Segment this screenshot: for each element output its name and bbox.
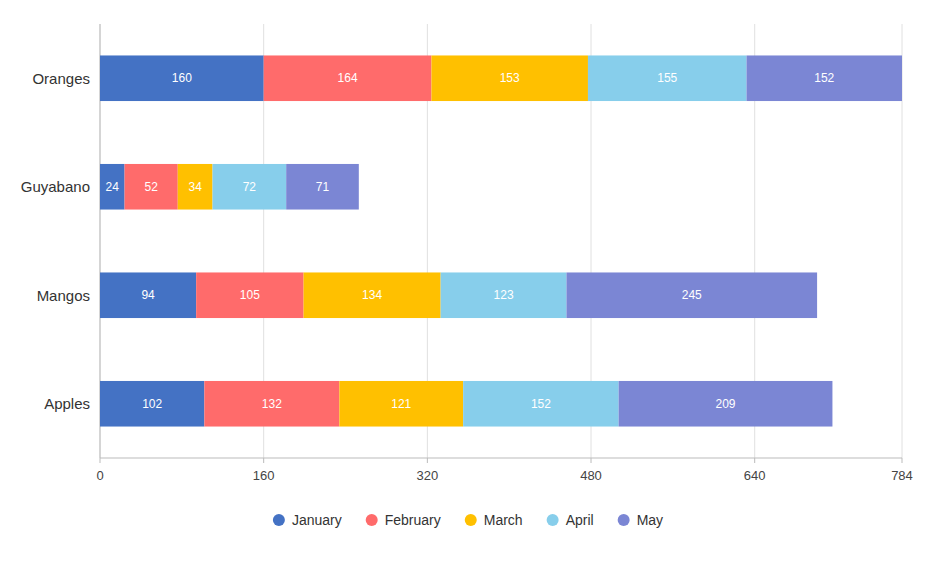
data-label: 105 xyxy=(240,288,260,302)
bars xyxy=(100,55,902,426)
category-label: Mangos xyxy=(37,287,90,304)
legend-item: April xyxy=(547,512,594,528)
category-label: Apples xyxy=(44,395,90,412)
legend-swatch xyxy=(465,514,477,526)
bar-segment xyxy=(100,272,196,318)
bar-segment xyxy=(619,381,833,427)
tick-label: 784 xyxy=(891,468,913,483)
bar-segment xyxy=(264,55,432,101)
data-label: 34 xyxy=(188,180,202,194)
category-label: Oranges xyxy=(32,70,90,87)
tick-label: 0 xyxy=(96,468,103,483)
data-label: 164 xyxy=(338,71,358,85)
legend-item: February xyxy=(366,512,441,528)
tick-label: 640 xyxy=(744,468,766,483)
data-label: 71 xyxy=(316,180,330,194)
data-label: 134 xyxy=(362,288,382,302)
legend-item: January xyxy=(273,512,342,528)
bar-segment xyxy=(566,272,817,318)
bar-segment xyxy=(588,55,747,101)
data-labels: 102 132 121 152 209 94 105 134 123 245 24 52 34 72 71 1… xyxy=(106,71,835,411)
bar-segment xyxy=(463,381,618,427)
data-label: 152 xyxy=(531,397,551,411)
tick-label: 480 xyxy=(580,468,602,483)
tick-mark xyxy=(427,458,428,463)
bar-segment xyxy=(178,164,213,210)
bar-segment xyxy=(304,272,441,318)
bar-segment xyxy=(125,164,178,210)
data-label: 153 xyxy=(500,71,520,85)
tick-label: 320 xyxy=(416,468,438,483)
bar-segment xyxy=(747,55,902,101)
legend-label: April xyxy=(566,512,594,528)
bar-segment xyxy=(100,164,125,210)
x-ticks: 0 160 320 480 640 784 xyxy=(96,458,912,483)
grid xyxy=(100,24,902,458)
tick-mark xyxy=(591,458,592,463)
legend-item: May xyxy=(618,512,663,528)
bar-segment xyxy=(339,381,463,427)
y-ticks: Apples Mangos Guyabano Oranges xyxy=(21,70,90,413)
data-label: 102 xyxy=(142,397,162,411)
tick-label: 160 xyxy=(253,468,275,483)
x-axis-line xyxy=(100,458,902,459)
data-label: 155 xyxy=(657,71,677,85)
data-label: 245 xyxy=(682,288,702,302)
data-label: 24 xyxy=(106,180,120,194)
bar-segment xyxy=(100,381,204,427)
data-label: 209 xyxy=(716,397,736,411)
data-label: 152 xyxy=(814,71,834,85)
tick-mark xyxy=(100,458,101,463)
tick-mark xyxy=(263,458,264,463)
bar-segment xyxy=(204,381,339,427)
bar-segment xyxy=(441,272,567,318)
bar-segment xyxy=(213,164,287,210)
category-label: Guyabano xyxy=(21,178,90,195)
data-label: 132 xyxy=(262,397,282,411)
legend-swatch xyxy=(366,514,378,526)
data-label: 123 xyxy=(494,288,514,302)
legend-item: March xyxy=(465,512,523,528)
data-label: 52 xyxy=(144,180,158,194)
legend-swatch xyxy=(618,514,630,526)
tick-mark xyxy=(902,458,903,463)
legend-label: March xyxy=(484,512,523,528)
legend-swatch xyxy=(273,514,285,526)
chart: 0 160 320 480 640 784 Apples Mangos Guyabano Oran… xyxy=(0,0,936,568)
bar-segment xyxy=(431,55,588,101)
data-label: 72 xyxy=(243,180,257,194)
tick-mark xyxy=(754,458,755,463)
data-label: 160 xyxy=(172,71,192,85)
legend: January February March April May xyxy=(273,512,663,528)
bar-segment xyxy=(196,272,303,318)
legend-label: January xyxy=(292,512,342,528)
legend-swatch xyxy=(547,514,559,526)
bar-segment xyxy=(100,55,264,101)
data-label: 94 xyxy=(141,288,155,302)
bar-segment xyxy=(286,164,359,210)
legend-label: February xyxy=(385,512,441,528)
data-label: 121 xyxy=(391,397,411,411)
legend-label: May xyxy=(637,512,663,528)
